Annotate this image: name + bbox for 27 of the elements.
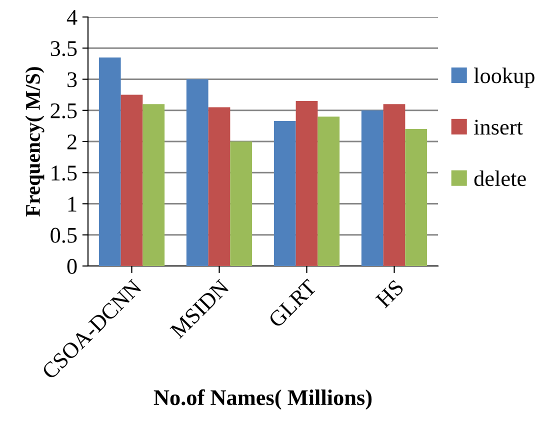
y-tick-label: 2 [67,134,76,150]
bar [142,104,165,266]
y-tick-label: 3.5 [50,41,77,56]
bar [98,57,121,266]
legend-label: insert [474,120,523,135]
x-axis-title: No.of Names( Millions) [154,389,372,410]
legend-label: delete [474,170,526,186]
bar [274,120,296,266]
y-tick-label: 0 [67,258,77,274]
y-tick-label: 2.5 [50,103,77,118]
x-tick-label: HS [375,279,404,308]
legend-label: lookup [474,68,534,88]
bar [318,116,340,266]
bar [230,142,252,266]
y-tick-label: 3 [68,72,77,88]
bar [296,101,318,266]
y-tick-label: 0.5 [50,228,77,243]
bar [186,79,208,266]
y-tick-label: 4 [66,10,78,25]
y-tick-label: 1 [68,196,76,212]
y-tick-label: 1.5 [52,166,77,181]
y-axis-title: Frequency( M/S) [25,67,44,216]
bar [361,110,384,266]
bar [120,94,143,266]
bar [208,107,230,266]
bar [383,104,406,266]
bar [405,129,428,266]
